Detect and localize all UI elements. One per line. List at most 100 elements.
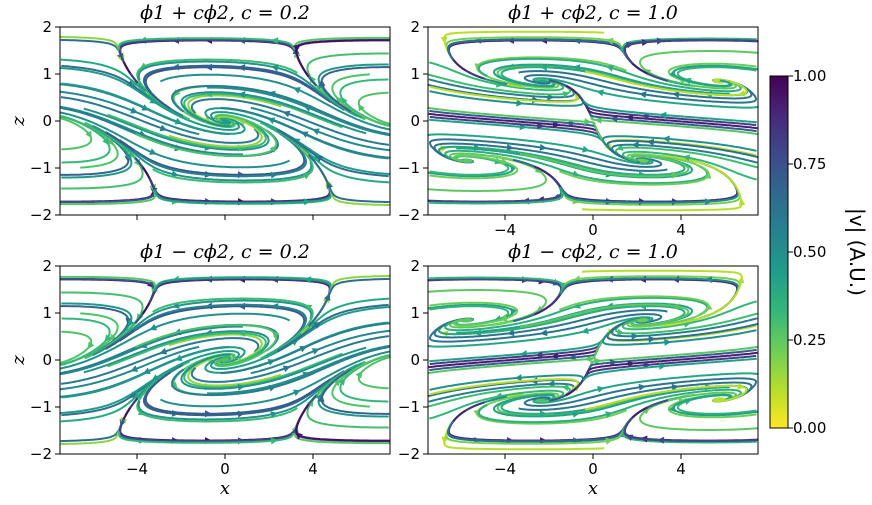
y-tick-label: −1	[30, 159, 52, 177]
streamline-arrow	[605, 411, 613, 418]
streamline-arrow	[303, 105, 312, 112]
panel-3: ϕ1 − cϕ2, c = 0.2 −2 −1 0 1 2 −4 0 4 z x	[8, 241, 391, 499]
streamline-arrow	[594, 116, 602, 124]
streamline	[295, 403, 390, 442]
streamline-arrow	[125, 152, 132, 161]
streamline-arrow	[440, 36, 448, 44]
y-tick-label: 0	[410, 112, 420, 130]
y-tick-label: −2	[30, 445, 52, 463]
streamline-arrow	[610, 115, 618, 123]
streamline-arrow	[594, 357, 602, 365]
streamline-arrow	[672, 303, 680, 311]
streamline-arrow	[561, 384, 569, 392]
streamline-arrow	[606, 37, 614, 45]
x-tick-label: 4	[308, 460, 318, 478]
streamline-arrow	[304, 276, 312, 284]
streamline-arrow	[638, 383, 646, 391]
streamline-arrow	[102, 137, 110, 146]
streamline-arrow	[338, 378, 346, 386]
streamline-arrow	[293, 44, 301, 52]
streamline-arrow	[87, 341, 95, 350]
streamline-arrow	[295, 432, 303, 440]
streamline-arrow	[596, 89, 604, 97]
y-tick-label: 0	[410, 351, 420, 369]
streamline-arrow	[568, 353, 576, 361]
streamline-arrow	[174, 354, 183, 361]
streamline-arrow	[271, 64, 279, 72]
streamline	[429, 278, 563, 321]
streamline-arrow	[646, 138, 654, 146]
streamline	[60, 38, 143, 88]
streamline-arrow	[584, 355, 592, 363]
x-tick-label: 4	[676, 221, 686, 239]
streamline-arrow	[657, 436, 665, 444]
colorbar: 0.00 0.25 0.50 0.75 1.00 |v| (A.U.)	[769, 67, 869, 437]
streamline-arrow	[130, 107, 138, 114]
streamline-arrow	[581, 327, 589, 334]
streamline-arrow	[506, 144, 514, 151]
streamline-arrow	[507, 329, 515, 337]
streamline-arrow	[323, 293, 331, 301]
y-tick-label: −1	[30, 398, 52, 416]
colorbar-tick-label: 0.00	[793, 419, 826, 437]
colorbar-tick-label: 1.00	[793, 67, 826, 85]
streamline-arrow	[303, 198, 311, 206]
streamline-arrow	[130, 365, 139, 372]
x-tick-label: −4	[494, 221, 516, 239]
streamline-arrow	[656, 37, 664, 45]
streamline-arrow	[704, 171, 712, 179]
x-tick-label: −4	[126, 460, 148, 478]
streamline-arrow	[149, 148, 157, 155]
streamline-arrow	[669, 69, 676, 77]
streamline-arrow	[639, 91, 647, 99]
streamline-arrow	[293, 87, 301, 94]
streamline-arrow	[738, 90, 746, 97]
streamline-arrow	[500, 314, 508, 322]
streamline-arrow	[238, 119, 246, 126]
y-tick-label: −1	[398, 398, 420, 416]
x-tick-label: 0	[220, 460, 230, 478]
streamline-arrow	[551, 352, 559, 360]
streamline	[294, 386, 390, 445]
streamline-arrow	[299, 346, 308, 353]
x-tick-label: 0	[588, 460, 598, 478]
streamline-arrow	[705, 302, 713, 311]
streamline-arrow	[737, 382, 745, 390]
streamlines	[428, 269, 758, 451]
streamline-arrow	[238, 64, 246, 72]
colorbar-gradient	[769, 75, 789, 429]
streamline-arrow	[271, 37, 279, 45]
streamline-arrow	[131, 79, 139, 87]
streamline-arrow	[672, 91, 680, 98]
streamline-arrow	[302, 371, 311, 379]
streamline	[142, 278, 331, 315]
streamline-arrow	[355, 370, 363, 379]
streamline-arrow	[292, 389, 301, 397]
streamline-arrow	[304, 304, 313, 312]
x-tick-label: −4	[494, 460, 516, 478]
x-axis-label: x	[220, 478, 230, 499]
streamline-arrow	[534, 166, 543, 174]
streamline-arrow	[128, 319, 135, 328]
panel-4: ϕ1 − cϕ2, c = 1.0 −2 −1 0 1 2 −4 0 4 x	[398, 241, 759, 499]
streamline-arrow	[648, 335, 656, 343]
streamline	[60, 164, 155, 203]
streamline-arrow	[682, 154, 691, 162]
panel-2: ϕ1 + cϕ2, c = 1.0 −2 −1 0 1 2 −4 0 4	[398, 2, 759, 239]
streamline	[623, 399, 757, 442]
y-tick-label: 2	[410, 257, 420, 275]
streamline-arrow	[137, 408, 146, 416]
streamline-arrow	[626, 114, 634, 122]
streamline-arrow	[272, 330, 280, 339]
y-tick-label: 1	[42, 304, 52, 322]
streamline-arrow	[333, 378, 341, 387]
colorbar-tick-label: 0.75	[793, 155, 826, 173]
streamline-arrow	[270, 411, 278, 418]
streamline-arrow	[606, 64, 614, 72]
streamlines	[428, 30, 758, 212]
streamline-arrow	[85, 130, 92, 139]
streamline-arrow	[269, 145, 277, 153]
streamline-arrow	[358, 103, 365, 112]
streamline-arrow	[737, 276, 745, 284]
y-tick-label: 1	[42, 65, 52, 83]
